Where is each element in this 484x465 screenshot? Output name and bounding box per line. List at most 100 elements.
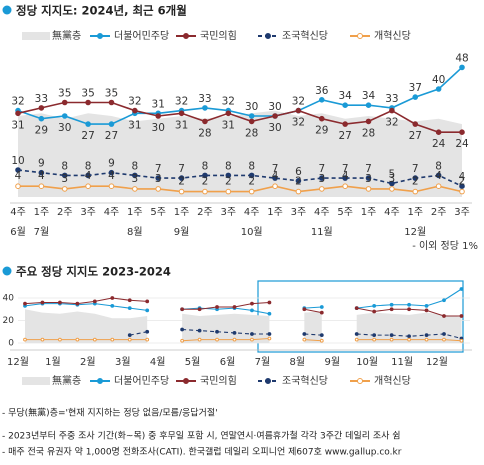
point [225, 110, 232, 117]
point [215, 305, 219, 309]
point [435, 86, 442, 92]
x-tick-label: 1주 [174, 207, 190, 218]
x-tick-label: 3주 [454, 207, 470, 218]
point [302, 307, 307, 312]
data-label: 48 [455, 52, 468, 64]
line [182, 307, 270, 315]
x-tick-label: 12월 [7, 356, 29, 368]
chart-title: 정당 지지도: 2024년, 최근 6개월 [16, 4, 187, 18]
point [372, 309, 377, 314]
point [372, 333, 377, 338]
x-tick-label: 9월 [324, 356, 340, 368]
x-tick-label: 4주 [314, 207, 330, 218]
point [354, 337, 359, 342]
point [295, 107, 302, 114]
point [23, 337, 27, 342]
line [129, 331, 148, 336]
point [318, 175, 325, 181]
data-label: 28 [362, 127, 375, 139]
data-label: 9 [108, 158, 115, 170]
x-tick-label: 11월 [391, 356, 413, 368]
point [75, 337, 80, 342]
data-label: 4 [15, 170, 22, 182]
point [267, 300, 272, 305]
data-label: 30 [268, 122, 281, 134]
legend-swatch [22, 32, 50, 40]
point [250, 301, 254, 306]
legend-label: 無黨층 [52, 29, 81, 42]
data-label: 35 [105, 88, 118, 100]
point [145, 308, 150, 313]
point [202, 118, 208, 125]
area [18, 110, 462, 197]
point [319, 333, 324, 338]
point [302, 332, 307, 336]
data-label: 30 [268, 101, 281, 113]
point [272, 175, 278, 181]
point [38, 183, 45, 189]
data-label: 27 [409, 130, 422, 142]
point [155, 175, 162, 181]
data-label: 30 [245, 101, 258, 113]
point [108, 169, 115, 176]
data-label: 10 [11, 155, 24, 167]
line [18, 185, 463, 193]
data-label: 34 [362, 90, 376, 102]
point [295, 188, 302, 195]
data-label: 4 [342, 170, 349, 182]
point [145, 299, 150, 304]
data-label: 8 [435, 160, 442, 172]
point [108, 183, 115, 189]
point [435, 129, 442, 135]
point [38, 169, 45, 176]
point [58, 300, 62, 305]
x-tick-label: 2주 [431, 207, 447, 218]
legend-label: 개혁신당 [374, 375, 411, 387]
point [155, 113, 162, 119]
point [132, 186, 138, 192]
point [232, 330, 237, 335]
point [215, 337, 219, 342]
point [85, 172, 91, 179]
legend-label: 더불어민주당 [114, 375, 169, 387]
data-label: 31 [175, 119, 188, 131]
data-label: 27 [338, 130, 351, 142]
point [442, 298, 446, 303]
legend-marker [97, 33, 103, 39]
area [182, 313, 270, 343]
legend-label: 개혁신당 [374, 30, 411, 42]
point [85, 183, 91, 189]
data-label: 31 [152, 98, 165, 110]
data-label: 34 [338, 90, 352, 102]
point [61, 172, 68, 179]
point [127, 306, 132, 311]
point [132, 107, 138, 114]
legend-label: 조국혁신당 [282, 30, 328, 42]
point [38, 105, 45, 111]
point [412, 188, 419, 195]
legend-marker [357, 33, 363, 39]
x-tick-label: 1월 [45, 356, 61, 368]
point [180, 307, 185, 312]
x-month-label: 7월 [34, 226, 50, 238]
point [302, 337, 307, 342]
x-month-label: 9월 [174, 226, 190, 238]
data-label: 8 [248, 160, 255, 172]
point [435, 172, 442, 179]
x-tick-label: 5월 [185, 356, 201, 368]
point [372, 303, 377, 308]
data-label: 7 [365, 163, 372, 175]
data-label: 7 [318, 163, 325, 175]
data-label: 2 [248, 176, 255, 188]
point [424, 303, 429, 308]
data-label: 7 [342, 163, 349, 175]
data-label: 2 [225, 176, 232, 188]
point [354, 332, 359, 336]
point [272, 113, 278, 119]
point [412, 121, 419, 127]
point [412, 175, 419, 181]
x-tick-label: 3주 [291, 207, 307, 218]
title-dot [2, 266, 12, 276]
x-month-label: 10월 [241, 226, 263, 238]
point [58, 337, 62, 342]
